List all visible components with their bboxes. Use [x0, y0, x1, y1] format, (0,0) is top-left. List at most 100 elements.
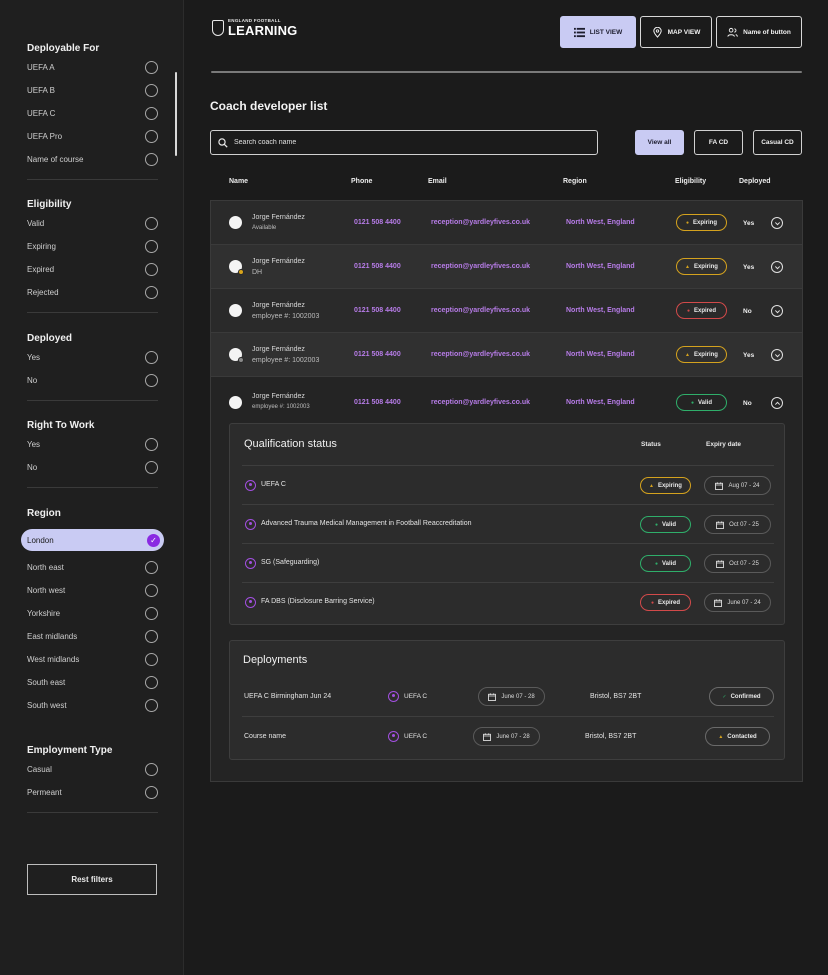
filter-title: Right To Work — [27, 420, 95, 431]
region-link[interactable]: North West, England — [566, 307, 635, 314]
filter-option-south-west[interactable]: South west — [27, 694, 158, 717]
radio-button[interactable] — [145, 630, 158, 643]
radio-button[interactable] — [145, 699, 158, 712]
table-row-expanded[interactable]: Jorge Fernández employee #: 1002003 0121 … — [211, 377, 802, 421]
phone-link[interactable]: 0121 508 4400 — [354, 263, 401, 270]
deployment-qualification: UEFA C — [404, 693, 428, 700]
filter-option-uefa-a[interactable]: UEFA A — [27, 56, 158, 79]
email-link[interactable]: reception@yardleyfives.co.uk — [431, 219, 531, 226]
table-row[interactable]: Jorge Fernández Available 0121 508 4400 r… — [211, 201, 802, 245]
england-football-learning-logo[interactable]: ENGLAND FOOTBALL LEARNING — [212, 18, 298, 37]
region-link[interactable]: North West, England — [566, 351, 635, 358]
radio-button[interactable] — [145, 351, 158, 364]
qualification-row[interactable]: FA DBS (Disclosure Barring Service) ● Exp… — [242, 582, 774, 621]
sidebar-scrollbar[interactable] — [175, 72, 177, 156]
phone-link[interactable]: 0121 508 4400 — [354, 219, 401, 226]
expand-button[interactable] — [771, 305, 783, 317]
radio-button[interactable] — [145, 461, 158, 474]
filter-option-casual[interactable]: Casual — [27, 758, 158, 781]
check-icon[interactable]: ✓ — [147, 533, 160, 547]
filter-option-yorkshire[interactable]: Yorkshire — [27, 602, 158, 625]
qualification-row[interactable]: Advanced Trauma Medical Management in Fo… — [242, 504, 774, 543]
filter-option-expired[interactable]: Expired — [27, 258, 158, 281]
column-header-eligibility[interactable]: Eligibility — [675, 178, 707, 185]
filter-option-uefa-pro[interactable]: UEFA Pro — [27, 125, 158, 148]
casual-cd-button[interactable]: Casual CD — [753, 130, 802, 155]
collapse-button[interactable] — [771, 397, 783, 409]
filter-option-yes[interactable]: Yes — [27, 433, 158, 456]
view-all-button[interactable]: View all — [635, 130, 684, 155]
radio-button[interactable] — [145, 374, 158, 387]
table-row[interactable]: Jorge Fernández DH 0121 508 4400 receptio… — [211, 245, 802, 289]
filter-option-uefa-b[interactable]: UEFA B — [27, 79, 158, 102]
filter-option-south-east[interactable]: South east — [27, 671, 158, 694]
filter-option-expiring[interactable]: Expiring — [27, 235, 158, 258]
region-link[interactable]: North West, England — [566, 399, 635, 406]
deployment-row[interactable]: Course name UEFA C June 07 - 28 Bristol,… — [242, 716, 774, 755]
filter-option-yes[interactable]: Yes — [27, 346, 158, 369]
column-header-name[interactable]: Name — [229, 178, 249, 185]
fa-cd-button[interactable]: FA CD — [694, 130, 743, 155]
column-header-region[interactable]: Region — [563, 178, 587, 185]
filter-option-west-midlands[interactable]: West midlands — [27, 648, 158, 671]
filter-option-london[interactable]: London ✓ — [21, 529, 164, 551]
radio-button[interactable] — [145, 107, 158, 120]
column-header-phone[interactable]: Phone — [351, 178, 373, 185]
radio-button[interactable] — [145, 240, 158, 253]
email-link[interactable]: reception@yardleyfives.co.uk — [431, 307, 531, 314]
radio-button[interactable] — [145, 676, 158, 689]
deployment-row[interactable]: UEFA C Birmingham Jun 24 UEFA C June 07 … — [242, 677, 774, 716]
filter-option-east-midlands[interactable]: East midlands — [27, 625, 158, 648]
filter-option-permeant[interactable]: Permeant — [27, 781, 158, 804]
radio-button[interactable] — [145, 786, 158, 799]
radio-button[interactable] — [145, 84, 158, 97]
filter-option-valid[interactable]: Valid — [27, 212, 158, 235]
filter-option-no[interactable]: No — [27, 369, 158, 392]
search-bar[interactable] — [210, 130, 598, 155]
reset-filters-button[interactable]: Rest filters — [27, 864, 157, 895]
radio-button[interactable] — [145, 763, 158, 776]
radio-button[interactable] — [145, 286, 158, 299]
filter-group-region: Region London ✓ North east North west Yor… — [21, 507, 164, 717]
column-header-deployed[interactable]: Deployed — [739, 178, 771, 185]
search-input[interactable] — [234, 139, 574, 146]
filter-option-north-east[interactable]: North east — [27, 556, 158, 579]
filter-option-north-west[interactable]: North west — [27, 579, 158, 602]
qualification-row[interactable]: UEFA C ▲ Expiring Aug 07 - 24 — [242, 465, 774, 504]
radio-button[interactable] — [145, 263, 158, 276]
qualification-row[interactable]: SG (Safeguarding) ● Valid Oct 07 - 25 — [242, 543, 774, 582]
expand-button[interactable] — [771, 261, 783, 273]
radio-button[interactable] — [145, 153, 158, 166]
radio-button[interactable] — [145, 61, 158, 74]
email-link[interactable]: reception@yardleyfives.co.uk — [431, 263, 531, 270]
radio-button[interactable] — [145, 607, 158, 620]
radio-button[interactable] — [145, 217, 158, 230]
filter-option-no[interactable]: No — [27, 456, 158, 479]
region-link[interactable]: North West, England — [566, 263, 635, 270]
email-link[interactable]: reception@yardleyfives.co.uk — [431, 399, 531, 406]
coach-subtitle: DH — [252, 268, 263, 276]
radio-button[interactable] — [145, 438, 158, 451]
qualification-icon — [245, 480, 256, 491]
phone-link[interactable]: 0121 508 4400 — [354, 399, 401, 406]
column-header-email[interactable]: Email — [428, 178, 447, 185]
qualification-title: Qualification status — [244, 438, 337, 450]
table-row[interactable]: Jorge Fernández employee #: 1002003 0121 … — [211, 333, 802, 377]
email-link[interactable]: reception@yardleyfives.co.uk — [431, 351, 531, 358]
table-row[interactable]: Jorge Fernández employee #: 1002003 0121 … — [211, 289, 802, 333]
radio-button[interactable] — [145, 584, 158, 597]
region-link[interactable]: North West, England — [566, 219, 635, 226]
radio-button[interactable] — [145, 653, 158, 666]
phone-link[interactable]: 0121 508 4400 — [354, 351, 401, 358]
radio-button[interactable] — [145, 561, 158, 574]
map-view-button[interactable]: MAP VIEW — [640, 16, 712, 48]
filter-option-uefa-c[interactable]: UEFA C — [27, 102, 158, 125]
radio-button[interactable] — [145, 130, 158, 143]
filter-option-name-of-course[interactable]: Name of course — [27, 148, 158, 171]
phone-link[interactable]: 0121 508 4400 — [354, 307, 401, 314]
filter-option-rejected[interactable]: Rejected — [27, 281, 158, 304]
name-of-button[interactable]: Name of button — [716, 16, 802, 48]
list-view-button[interactable]: LIST VIEW — [560, 16, 636, 48]
expand-button[interactable] — [771, 217, 783, 229]
expand-button[interactable] — [771, 349, 783, 361]
